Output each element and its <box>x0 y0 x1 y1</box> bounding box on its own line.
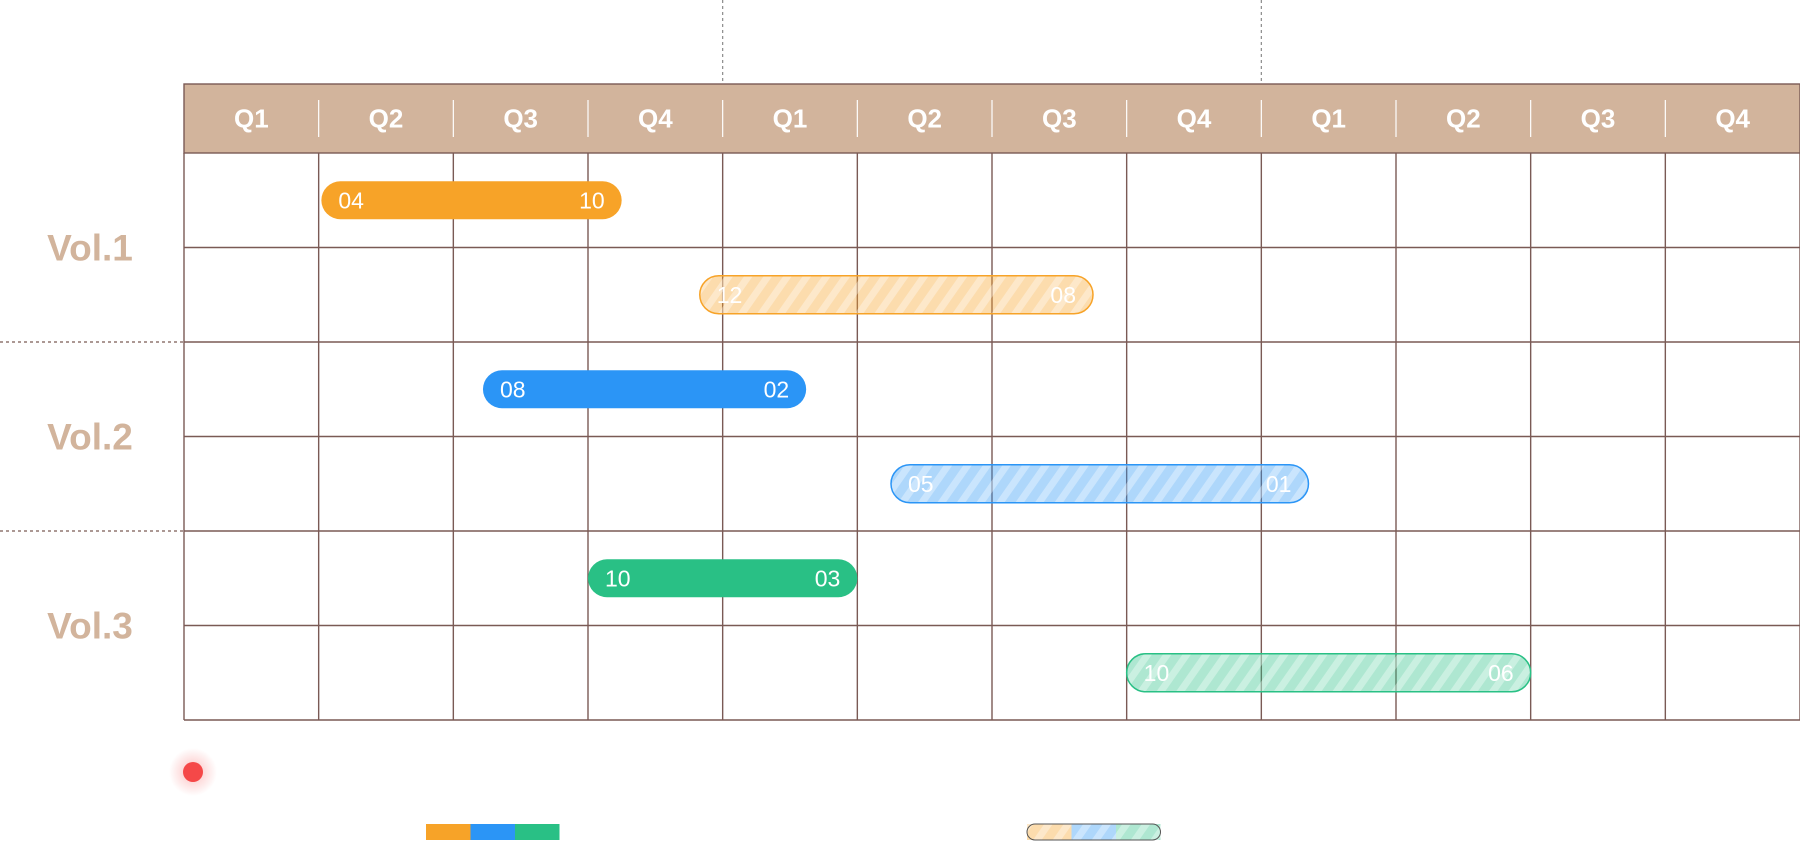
bar-shape <box>482 370 807 409</box>
bar-start-label: 10 <box>605 565 631 591</box>
bars: 04 10 12 08 08 02 05 01 10 03 10 06 <box>321 181 1532 693</box>
quarter-label: Q2 <box>907 104 942 134</box>
quarter-header: Q1 Q2 Q3 Q4 Q1 Q2 Q3 Q4 Q1 Q2 Q3 Q4 <box>183 83 1800 154</box>
gantt-bar: 04 10 <box>321 181 622 220</box>
group-label: Vol.2 <box>47 417 133 458</box>
quarter-label: Q4 <box>638 104 673 134</box>
quarter-label: Q2 <box>369 104 404 134</box>
bar-shape-striped <box>1125 653 1532 693</box>
divider-lines <box>0 0 1262 532</box>
legend-outline <box>1026 823 1161 841</box>
quarter-label: Q2 <box>1446 104 1481 134</box>
group-label: Vol.3 <box>47 606 133 647</box>
quarter-label: Q3 <box>503 104 538 134</box>
legend-segment <box>1027 824 1072 840</box>
bar-start-label: 12 <box>717 282 743 308</box>
bar-start-label: 08 <box>500 376 526 402</box>
extras <box>169 748 1161 841</box>
group-label: Vol.1 <box>47 228 133 269</box>
bar-end-label: 08 <box>1050 282 1076 308</box>
legend-swatch-striped <box>1026 823 1161 841</box>
bar-end-label: 01 <box>1266 471 1292 497</box>
quarter-label: Q4 <box>1715 104 1750 134</box>
grid <box>183 153 1800 721</box>
quarter-label: Q1 <box>1311 104 1346 134</box>
quarter-label: Q3 <box>1581 104 1616 134</box>
gantt-bar: 10 03 <box>588 559 858 598</box>
gantt-bar: 10 06 <box>1125 653 1532 693</box>
legend-segment <box>1071 824 1116 840</box>
bar-shape-striped <box>890 464 1310 504</box>
bar-shape <box>588 559 858 598</box>
quarter-label: Q1 <box>773 104 808 134</box>
gantt-bar: 05 01 <box>890 464 1310 504</box>
bar-end-label: 03 <box>815 565 841 591</box>
group-labels: Vol.1 Vol.2 Vol.3 <box>47 228 133 647</box>
bar-start-label: 05 <box>908 471 934 497</box>
bar-start-label: 04 <box>338 187 364 213</box>
bar-shape <box>321 181 622 220</box>
gantt-bar: 12 08 <box>699 275 1094 315</box>
marker-dot <box>183 762 203 782</box>
gantt-bar: 08 02 <box>482 370 807 409</box>
bar-start-label: 10 <box>1144 660 1170 686</box>
legend-segment <box>426 824 471 840</box>
legend-segment <box>1116 824 1161 840</box>
quarter-label: Q4 <box>1177 104 1212 134</box>
quarter-label: Q1 <box>234 104 269 134</box>
bar-end-label: 02 <box>764 376 790 402</box>
bar-shape-striped <box>699 275 1094 315</box>
legend-swatch-solid <box>426 824 560 840</box>
legend-segment <box>515 824 560 840</box>
quarter-label: Q3 <box>1042 104 1077 134</box>
bar-end-label: 10 <box>579 187 605 213</box>
legend-segment <box>470 824 515 840</box>
bar-end-label: 06 <box>1488 660 1514 686</box>
